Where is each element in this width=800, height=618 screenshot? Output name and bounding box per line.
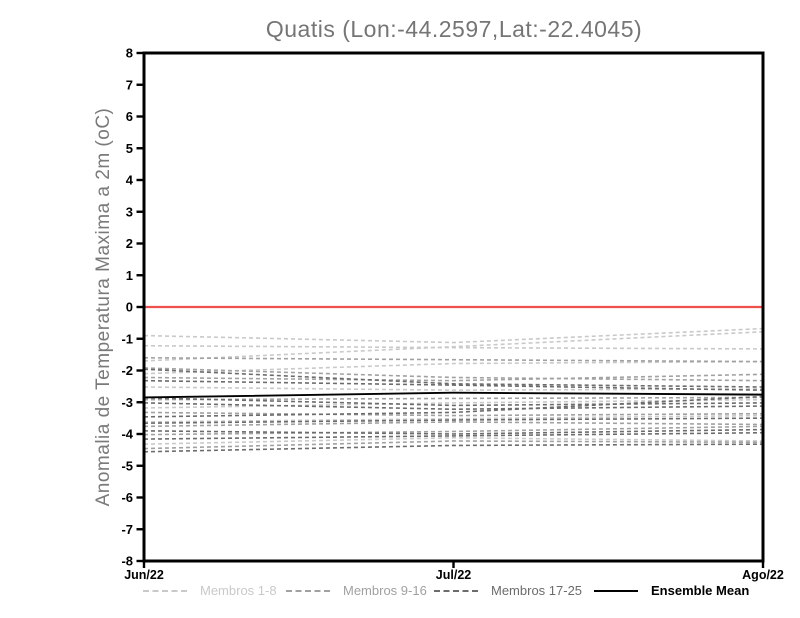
member-line bbox=[143, 414, 764, 423]
y-axis-tick-label: 7 bbox=[126, 77, 133, 92]
legend-dashed-line-sample bbox=[434, 589, 478, 592]
y-axis-tick-label: -8 bbox=[121, 554, 133, 569]
x-axis-tick-label: Jun/22 bbox=[124, 568, 164, 582]
legend-dashed-line-sample bbox=[286, 589, 330, 592]
legend-item: Membros 1-8 bbox=[143, 583, 277, 598]
member-line bbox=[143, 373, 764, 382]
y-axis-tick-label: -7 bbox=[121, 522, 133, 537]
y-axis-tick-label: 2 bbox=[126, 236, 133, 251]
member-line bbox=[143, 397, 764, 407]
member-line bbox=[143, 443, 764, 453]
x-axis-tick-label: Jul/22 bbox=[436, 568, 471, 582]
member-line bbox=[143, 425, 764, 436]
member-line bbox=[143, 421, 764, 428]
y-axis-tick-label: 5 bbox=[126, 141, 133, 156]
legend-label: Ensemble Mean bbox=[651, 583, 750, 598]
y-axis-tick-label: -3 bbox=[121, 395, 133, 410]
member-line bbox=[143, 360, 764, 375]
y-axis-tick-label: -1 bbox=[121, 331, 133, 346]
legend-label: Membros 1-8 bbox=[200, 583, 277, 598]
x-axis-tick-label: Ago/22 bbox=[742, 568, 784, 582]
legend-dashed-line-sample bbox=[143, 589, 187, 592]
member-line bbox=[143, 396, 764, 401]
member-line bbox=[143, 417, 764, 425]
y-axis-tick-label: 0 bbox=[126, 300, 133, 315]
legend-item: Membros 17-25 bbox=[434, 583, 582, 598]
member-line bbox=[143, 330, 764, 362]
y-axis-tick-label: 1 bbox=[126, 268, 133, 283]
member-line bbox=[143, 411, 764, 417]
member-line bbox=[143, 428, 764, 435]
member-line bbox=[143, 344, 764, 350]
y-axis-tick-label: -6 bbox=[121, 490, 133, 505]
member-line bbox=[143, 437, 764, 445]
member-line bbox=[143, 379, 764, 391]
member-line bbox=[143, 398, 764, 409]
member-line bbox=[143, 368, 764, 388]
legend-solid-line-sample bbox=[594, 589, 638, 592]
y-axis-tick-label: -4 bbox=[121, 427, 133, 442]
member-line bbox=[143, 386, 764, 391]
member-line bbox=[143, 357, 764, 363]
member-line bbox=[143, 395, 764, 418]
y-axis-tick-label: 4 bbox=[126, 173, 134, 188]
chart-legend: Membros 1-8 Membros 9-16 Membros 17-25 Ense… bbox=[0, 583, 800, 609]
legend-item: Membros 9-16 bbox=[286, 583, 427, 598]
y-axis-tick-label: 6 bbox=[126, 109, 133, 124]
legend-label: Membros 9-16 bbox=[343, 583, 427, 598]
member-line bbox=[143, 440, 764, 450]
legend-label: Membros 17-25 bbox=[491, 583, 583, 598]
y-axis-tick-label: 3 bbox=[126, 204, 133, 219]
legend-item: Ensemble Mean bbox=[594, 583, 749, 598]
y-axis-tick-label: 8 bbox=[126, 46, 133, 61]
y-axis-tick-label: -5 bbox=[121, 458, 133, 473]
member-line bbox=[143, 327, 764, 344]
member-line bbox=[143, 402, 764, 411]
member-line bbox=[143, 367, 764, 382]
member-line bbox=[143, 431, 764, 440]
y-axis-tick-label: -2 bbox=[121, 363, 133, 378]
ensemble-mean-line bbox=[143, 391, 764, 399]
chart-title: Quatis (Lon:-44.2597,Lat:-22.4045) bbox=[265, 16, 643, 42]
